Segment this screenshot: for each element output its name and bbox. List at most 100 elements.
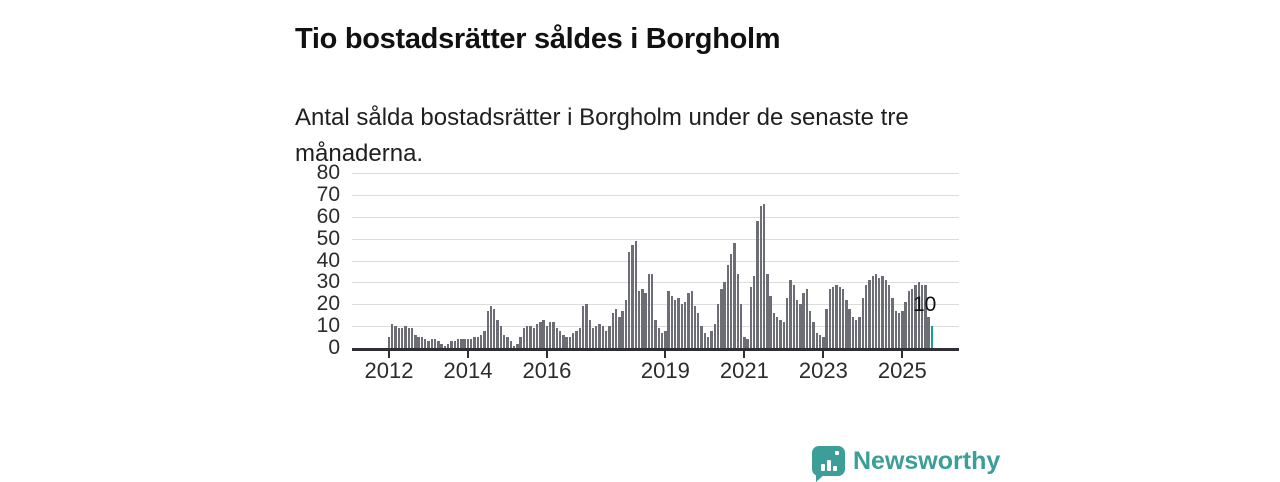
y-axis-tick-label: 50 — [316, 226, 340, 250]
bar — [552, 321, 555, 348]
bar — [677, 297, 680, 348]
bar — [598, 323, 601, 348]
bar — [802, 293, 805, 348]
chart-subtitle: Antal sålda bostadsrätter i Borgholm und… — [295, 104, 909, 167]
bar — [397, 328, 401, 348]
bar — [387, 337, 391, 348]
bar — [716, 304, 720, 348]
bar — [891, 297, 894, 348]
bar — [753, 275, 756, 348]
x-axis-tick-label: 2012 — [364, 358, 414, 383]
bar — [884, 280, 888, 348]
bar — [647, 273, 651, 348]
bar — [924, 284, 927, 348]
bar — [479, 334, 483, 348]
bar — [496, 319, 499, 348]
gridline — [352, 216, 959, 218]
newsworthy-logo-icon — [812, 446, 845, 482]
bar — [881, 275, 884, 348]
bar — [624, 299, 628, 348]
x-axis-tick-label: 2023 — [798, 358, 848, 383]
gridline — [352, 282, 959, 284]
bar — [690, 291, 693, 348]
bar — [914, 284, 917, 348]
bar — [502, 334, 506, 348]
bar — [433, 339, 437, 348]
bar — [832, 286, 835, 348]
bar — [529, 326, 532, 348]
bar — [519, 337, 522, 348]
bar — [927, 317, 930, 348]
bar — [920, 284, 924, 348]
bar — [756, 221, 759, 348]
bar — [864, 284, 868, 348]
bar — [897, 313, 901, 348]
y-axis-tick-label: 10 — [316, 314, 340, 338]
bar — [812, 321, 815, 348]
bar — [463, 339, 466, 348]
bar — [535, 323, 539, 348]
bar — [562, 334, 565, 348]
bar — [851, 317, 855, 348]
bar — [766, 273, 769, 348]
bar — [871, 275, 874, 348]
bar — [838, 286, 841, 348]
bar — [417, 337, 420, 348]
gridline — [352, 173, 959, 174]
bar — [785, 297, 789, 348]
x-axis-tick — [466, 351, 469, 358]
bar — [723, 282, 726, 348]
bar — [410, 328, 414, 348]
bar — [762, 203, 766, 348]
bar — [855, 319, 858, 348]
bar — [687, 293, 690, 348]
bar — [420, 337, 424, 348]
bar — [792, 284, 795, 348]
bar — [858, 317, 861, 348]
bar — [703, 332, 707, 348]
bar — [693, 306, 697, 348]
bar — [443, 345, 447, 348]
bar — [437, 341, 440, 348]
bar — [713, 323, 716, 348]
bar — [894, 310, 897, 348]
bar — [779, 319, 782, 348]
bar — [486, 310, 489, 348]
plot-area — [352, 163, 959, 351]
bar — [489, 306, 493, 348]
bar — [910, 288, 914, 348]
bar — [887, 284, 891, 348]
bar — [706, 337, 710, 348]
y-axis-tick-label: 30 — [316, 270, 340, 294]
bar — [683, 302, 687, 348]
bar — [637, 291, 641, 348]
bar — [565, 337, 568, 348]
bar — [568, 337, 572, 348]
bar — [631, 245, 634, 348]
bar — [414, 334, 417, 348]
bar — [776, 317, 779, 348]
bar — [394, 326, 397, 348]
bar — [611, 313, 614, 348]
x-axis-tick — [545, 351, 548, 358]
bar — [532, 328, 535, 348]
bar — [595, 326, 598, 348]
bar — [799, 304, 802, 348]
bar — [822, 337, 825, 348]
bar — [634, 240, 637, 348]
bar — [460, 339, 463, 348]
bar — [825, 308, 828, 348]
bar — [848, 308, 851, 348]
bar — [440, 343, 443, 348]
bar — [917, 282, 920, 348]
y-axis-tick-label: 0 — [328, 336, 340, 359]
gridline — [352, 194, 959, 196]
bar — [601, 326, 605, 348]
gridline — [352, 238, 959, 240]
bar — [670, 295, 674, 348]
bar — [423, 339, 427, 348]
bar — [404, 326, 407, 348]
bar — [660, 332, 664, 348]
x-axis-tick — [388, 351, 390, 358]
bar — [456, 339, 460, 348]
